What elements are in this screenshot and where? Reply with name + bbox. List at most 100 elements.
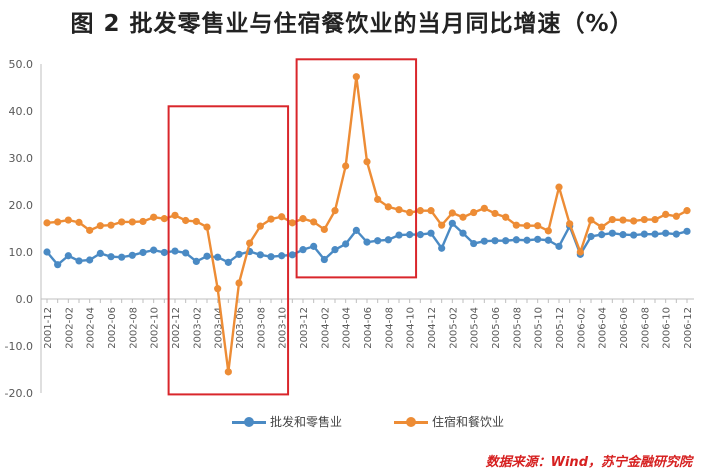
legend-swatch-orange <box>394 416 429 428</box>
data-point <box>160 248 168 257</box>
data-point <box>534 222 542 230</box>
data-point <box>459 229 467 237</box>
data-point <box>395 206 403 214</box>
data-point <box>235 279 243 287</box>
data-point <box>256 251 264 259</box>
data-point <box>534 235 542 243</box>
x-tick-label: 2003-04 <box>214 307 225 349</box>
data-point <box>278 252 286 260</box>
data-point <box>491 237 499 245</box>
data-point <box>171 247 179 255</box>
data-point <box>128 251 136 259</box>
x-tick-label: 2002-02 <box>64 307 75 349</box>
data-point <box>448 209 456 217</box>
data-point <box>171 211 179 219</box>
source-note: 数据来源：Wind，苏宁金融研究院 <box>485 455 692 470</box>
data-point <box>299 246 307 254</box>
y-tick-label: 20.0 <box>9 199 34 212</box>
y-tick-label: 0.0 <box>16 293 34 306</box>
data-point <box>352 226 360 234</box>
x-tick-label: 2006-08 <box>640 307 651 349</box>
data-point <box>651 230 659 238</box>
x-tick-label: 2006-04 <box>598 307 609 349</box>
y-tick-label: 40.0 <box>9 105 34 118</box>
data-point <box>267 253 275 261</box>
data-point <box>576 248 584 256</box>
y-tick-label: 50.0 <box>9 58 34 71</box>
data-point <box>331 246 339 254</box>
data-point <box>502 237 510 245</box>
data-point <box>630 217 638 225</box>
data-point <box>64 216 72 224</box>
data-point <box>640 230 648 238</box>
data-point <box>438 244 446 252</box>
data-point <box>683 227 691 235</box>
data-point <box>150 213 158 221</box>
data-point <box>438 221 446 229</box>
data-point <box>470 208 478 217</box>
x-tick-label: 2006-12 <box>683 307 694 349</box>
data-point <box>555 183 563 191</box>
data-point <box>107 221 115 229</box>
data-point <box>672 230 680 238</box>
x-tick-label: 2004-02 <box>320 307 331 349</box>
x-tick-label: 2004-12 <box>427 307 438 349</box>
data-point <box>363 238 371 246</box>
legend-label-accommodation-catering: 住宿和餐饮业 <box>432 415 505 429</box>
data-point <box>566 220 574 228</box>
x-tick-label: 2004-04 <box>342 307 353 349</box>
x-tick-label: 2006-02 <box>576 307 587 349</box>
y-axis: 50.0 40.0 30.0 20.0 10.0 0.0 -10.0 -20.0 <box>5 58 42 400</box>
data-point <box>416 231 424 239</box>
data-point <box>224 258 232 266</box>
highlight-box <box>295 58 418 279</box>
data-point <box>214 285 222 293</box>
data-point <box>630 231 638 239</box>
x-tick-label: 2002-12 <box>171 307 182 349</box>
series-layer <box>43 73 691 376</box>
data-point <box>491 209 499 218</box>
data-point <box>86 256 94 264</box>
data-point <box>395 231 403 239</box>
y-tick-label: 10.0 <box>9 246 34 259</box>
data-point <box>619 216 627 224</box>
data-point <box>224 368 232 376</box>
data-point <box>267 215 275 223</box>
data-point <box>427 229 435 237</box>
data-point <box>64 252 72 260</box>
data-point <box>214 253 222 261</box>
data-point <box>374 195 382 203</box>
x-tick-label: 2004-10 <box>406 307 417 349</box>
data-point <box>544 227 552 235</box>
data-point <box>640 215 648 224</box>
x-tick-label: 2004-06 <box>363 307 374 349</box>
x-tick-label: 2006-10 <box>662 307 673 349</box>
highlight-boxes <box>167 58 418 396</box>
data-point <box>502 213 510 221</box>
data-point <box>459 213 467 221</box>
x-tick-label: 2002-04 <box>86 307 97 349</box>
data-point <box>448 219 456 227</box>
data-point <box>672 212 680 220</box>
x-tick-label: 2002-10 <box>150 307 161 349</box>
series-0 <box>43 219 691 269</box>
data-point <box>75 257 83 265</box>
x-tick-label: 2005-10 <box>534 307 545 349</box>
data-point <box>118 253 126 261</box>
data-point <box>310 218 318 226</box>
legend-item-wholesale-retail: 批发和零售业 <box>232 413 342 430</box>
data-point <box>587 216 595 224</box>
x-tick-label: 2005-02 <box>448 307 459 349</box>
data-point <box>246 239 254 247</box>
data-point <box>54 218 62 226</box>
highlight-box <box>167 105 290 396</box>
data-point <box>310 242 318 250</box>
data-point <box>96 222 104 230</box>
y-tick-label: -20.0 <box>5 387 33 400</box>
data-point <box>587 232 595 241</box>
data-point <box>192 217 200 226</box>
data-point <box>384 236 392 244</box>
data-point <box>96 249 104 258</box>
x-tick-label: 2005-12 <box>555 307 566 349</box>
x-tick-label: 2004-08 <box>384 307 395 349</box>
